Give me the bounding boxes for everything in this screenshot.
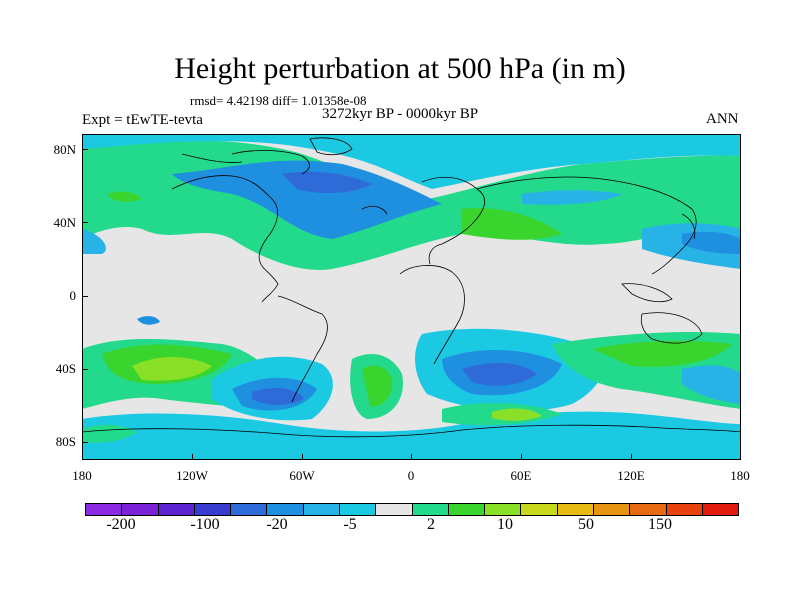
nh-blue-trough: [172, 160, 442, 239]
lon-label-60e: 60E: [510, 468, 532, 483]
period-label: 3272kyr BP - 0000kyr BP: [322, 106, 479, 122]
sh-blue-far-east: [682, 365, 741, 404]
lon-label-180w: 180: [72, 468, 92, 483]
lat-label-80s: 80S: [55, 434, 76, 449]
map-plot: [82, 134, 741, 460]
coastlines: [82, 137, 741, 438]
lon-tick: [521, 454, 522, 460]
lon-label-180e: 180: [730, 468, 750, 483]
sh-blue-indian-deep: [462, 362, 537, 386]
experiment-label: Expt = tEwTE-tevta: [82, 112, 203, 128]
lat-tick: [82, 296, 88, 297]
lon-tick: [302, 454, 303, 460]
colorbar-label: 150: [648, 516, 672, 533]
nh-blue-top: [82, 134, 741, 189]
antarctic-blue: [82, 411, 741, 460]
colorbar-swatch: [339, 504, 377, 515]
lat-tick: [82, 149, 88, 150]
sh-blue-trough-west-deep: [252, 388, 304, 405]
colorbar-swatch: [194, 504, 232, 515]
nh-yellow-spot: [107, 191, 142, 202]
colorbar-swatch: [521, 504, 558, 515]
chart-title: Height perturbation at 500 hPa (in m): [174, 52, 626, 85]
lon-tick: [411, 454, 412, 460]
atlantic-green: [522, 190, 622, 205]
lon-label-120e: 120E: [617, 468, 645, 483]
colorbar-label: 10: [497, 516, 513, 533]
colorbar-label: 50: [578, 516, 594, 533]
colorbar-swatch: [448, 504, 486, 515]
stats-label: rmsd= 4.42198 diff= 1.01358e-08: [190, 93, 367, 108]
colorbar-swatch: [122, 504, 159, 515]
colorbar-swatch: [593, 504, 631, 515]
lat-label-80n: 80N: [53, 142, 76, 157]
colorbar-label: -100: [190, 516, 220, 533]
lat-tick: [82, 369, 88, 370]
colorbar: [85, 503, 739, 516]
colorbar-swatch: [485, 504, 522, 515]
lon-label-60w: 60W: [289, 468, 315, 483]
colorbar-swatch: [86, 504, 123, 515]
colorbar-swatch: [158, 504, 195, 515]
lon-tick: [631, 454, 632, 460]
season-label: ANN: [706, 111, 739, 127]
lon-tick: [192, 454, 193, 460]
lon-label-0: 0: [407, 468, 415, 483]
sh-green-east-core: [592, 340, 732, 367]
colorbar-swatch: [557, 504, 594, 515]
colorbar-label: 2: [427, 516, 435, 533]
nh-green-core: [462, 208, 562, 240]
colorbar-swatch: [412, 504, 449, 515]
sh-small-blue-patch: [137, 316, 160, 325]
lat-label-0: 0: [69, 288, 77, 303]
colorbar-label: -20: [266, 516, 288, 533]
colorbar-swatch: [231, 504, 268, 515]
antarctic-yellow: [492, 408, 542, 421]
lat-label-40n: 40N: [53, 215, 76, 230]
colorbar-swatch: [303, 504, 340, 515]
sh-green-atlantic-core: [362, 365, 393, 407]
contour-map: [82, 134, 741, 460]
lon-label-120w: 120W: [176, 468, 208, 483]
nh-deep-blue-core: [282, 171, 372, 194]
colorbar-swatch: [666, 504, 703, 515]
colorbar-label: -200: [106, 516, 136, 533]
colorbar-swatch: [267, 504, 304, 515]
africa-edge: [82, 229, 106, 254]
colorbar-label: -5: [343, 516, 357, 533]
lat-label-40s: 40S: [55, 361, 76, 376]
pacific-blue-core: [682, 231, 741, 254]
colorbar-swatch: [376, 504, 413, 515]
colorbar-swatch: [702, 504, 739, 515]
lat-tick: [82, 222, 88, 223]
sh-yellow-core: [132, 356, 212, 381]
colorbar-swatch: [630, 504, 667, 515]
lat-tick: [82, 442, 88, 443]
